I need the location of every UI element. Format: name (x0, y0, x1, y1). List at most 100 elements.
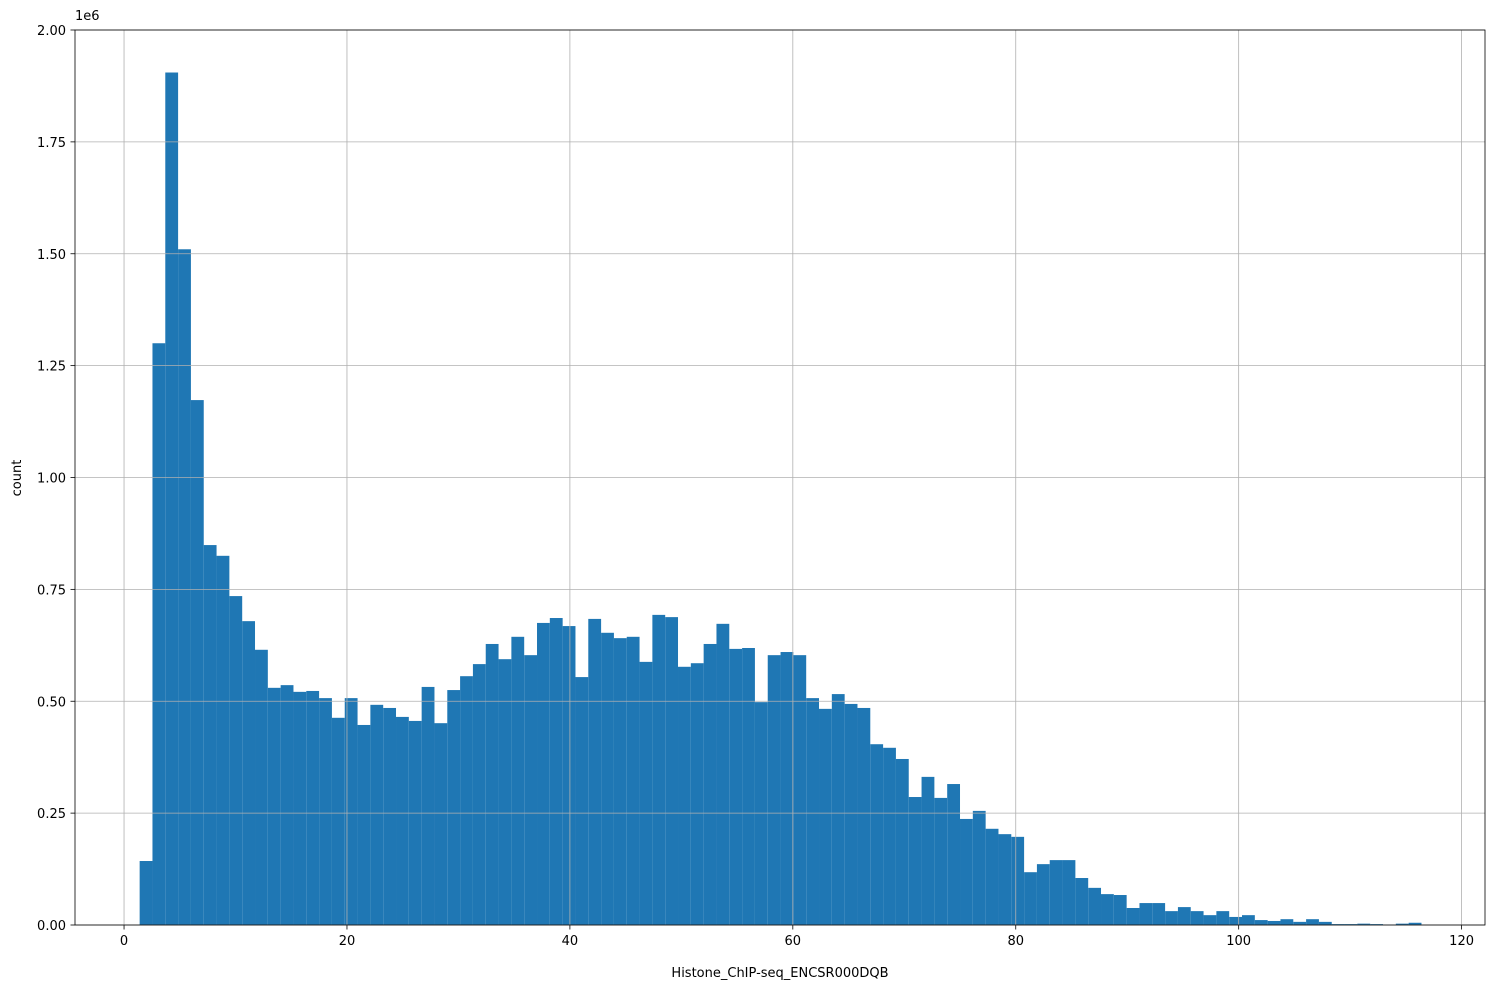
bar (690, 663, 704, 925)
plot-frame (74, 29, 1486, 926)
x-tick-label: 100 (1226, 934, 1251, 949)
bar (242, 621, 256, 925)
bar (1011, 836, 1025, 925)
bar (613, 638, 627, 925)
bar (203, 545, 217, 925)
bar (1408, 922, 1422, 925)
bar (1318, 921, 1332, 925)
bar (434, 723, 448, 925)
y-tick-label: 0.75 (37, 583, 66, 598)
bar (1036, 864, 1050, 925)
bar (588, 618, 602, 925)
bar (216, 555, 230, 925)
bar (819, 708, 832, 925)
x-tick-label: 80 (1007, 934, 1024, 949)
bar (1293, 921, 1307, 925)
bar (1203, 915, 1217, 925)
bar (190, 400, 204, 925)
bar (229, 596, 243, 925)
bar (1088, 887, 1102, 925)
bar (742, 647, 755, 925)
bar (703, 643, 717, 925)
y-tick-label: 1.00 (37, 472, 66, 487)
bar (806, 698, 820, 925)
bar (498, 659, 512, 925)
bar (396, 716, 409, 925)
bar (754, 702, 768, 925)
bar (972, 810, 986, 925)
bar (306, 690, 320, 925)
bar (1229, 916, 1243, 925)
y-tick-label: 2.00 (37, 24, 66, 39)
bar (1024, 872, 1037, 925)
bar (447, 690, 461, 925)
bar (1062, 860, 1076, 925)
bar (460, 676, 473, 925)
bar (985, 828, 999, 925)
bar (1344, 924, 1358, 925)
bar (601, 632, 614, 925)
bar (895, 758, 909, 925)
bar (1267, 920, 1281, 925)
bar (408, 720, 422, 925)
bar (870, 744, 884, 925)
bar (511, 636, 525, 925)
bar (793, 655, 807, 925)
bar (383, 707, 397, 925)
bar (549, 618, 563, 925)
bar (1216, 911, 1230, 925)
bar (1139, 903, 1153, 925)
bar (1126, 907, 1140, 925)
x-tick-label: 60 (785, 934, 802, 949)
bar (831, 694, 845, 925)
bar (267, 687, 281, 925)
bar (729, 648, 743, 925)
bar (908, 797, 922, 925)
bar (575, 677, 589, 925)
bar (1190, 911, 1204, 925)
bar (780, 652, 794, 925)
bar (626, 636, 640, 925)
y-tick-label: 0.25 (37, 807, 66, 822)
bar (280, 685, 294, 925)
y-axis-label: count (10, 460, 25, 497)
bar (947, 784, 961, 925)
bar (1306, 919, 1319, 925)
y-tick-label: 0.00 (37, 919, 66, 934)
x-tick-label: 0 (120, 934, 128, 949)
bar (1165, 911, 1178, 925)
y-tick-label: 1.75 (37, 136, 66, 151)
bar (716, 623, 730, 925)
bar (485, 643, 499, 925)
bar (1242, 915, 1255, 925)
bar (1357, 923, 1371, 925)
bar (767, 655, 781, 925)
bar (255, 649, 268, 925)
bar (1254, 920, 1268, 925)
bar (319, 698, 332, 925)
bar (472, 664, 486, 925)
y-tick-label: 1.50 (37, 248, 66, 263)
bar (293, 691, 307, 925)
y-tick-label: 1.25 (37, 360, 66, 375)
bar (1152, 903, 1166, 925)
bar (998, 834, 1012, 925)
x-axis-label: Histone_ChIP-seq_ENCSR000DQB (671, 966, 888, 981)
x-tick-label: 40 (562, 934, 579, 949)
bar (1075, 878, 1089, 925)
bar (921, 776, 935, 925)
bar (1370, 924, 1384, 925)
bar (152, 343, 166, 925)
bar (331, 717, 345, 925)
bar (139, 861, 153, 925)
bar (421, 686, 435, 925)
x-tick-label: 120 (1449, 934, 1474, 949)
bar (357, 724, 371, 925)
bar (1101, 894, 1114, 925)
bar (1049, 860, 1063, 925)
bar (344, 698, 358, 925)
bar (857, 707, 871, 925)
bar (678, 666, 691, 925)
